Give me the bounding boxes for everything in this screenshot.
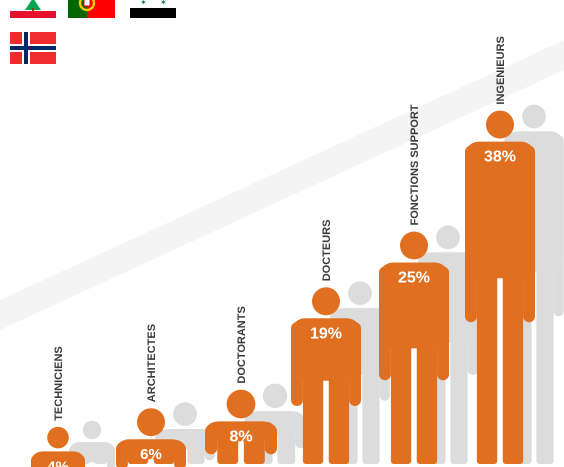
bar-figure-ingenieurs	[465, 110, 535, 464]
data-label: 19%	[310, 325, 342, 342]
figure-shadow	[244, 383, 306, 464]
bar-figure-docteurs	[291, 287, 361, 464]
flag-portugal-icon	[68, 0, 115, 18]
bar-figure-doctorants	[205, 389, 277, 464]
data-label: 4%	[47, 458, 69, 467]
category-label: TECHNICIENS	[53, 346, 65, 421]
category-label: DOCTEURS	[321, 220, 333, 282]
data-label: 8%	[229, 428, 252, 445]
data-label: 25%	[398, 270, 430, 287]
flag-lebanon-icon	[10, 0, 56, 18]
bar-figure-fonctions-support	[379, 231, 449, 464]
svg-text:✶: ✶	[140, 0, 147, 7]
data-label: 38%	[484, 149, 516, 166]
flag-norway-icon	[10, 32, 56, 64]
background-band	[0, 40, 564, 330]
category-label: INGENIEURS	[495, 36, 507, 104]
flag-iraq-icon: ✶ ✶	[130, 0, 176, 18]
bar-figure-architectes	[116, 408, 186, 467]
category-label: ARCHITECTES	[146, 324, 158, 402]
bar-figure-techniciens	[31, 426, 85, 467]
category-label: DOCTORANTS	[236, 306, 248, 383]
category-label: FONCTIONS SUPPORT	[409, 104, 421, 225]
data-label: 6%	[140, 446, 162, 463]
svg-text:✶: ✶	[160, 0, 167, 7]
